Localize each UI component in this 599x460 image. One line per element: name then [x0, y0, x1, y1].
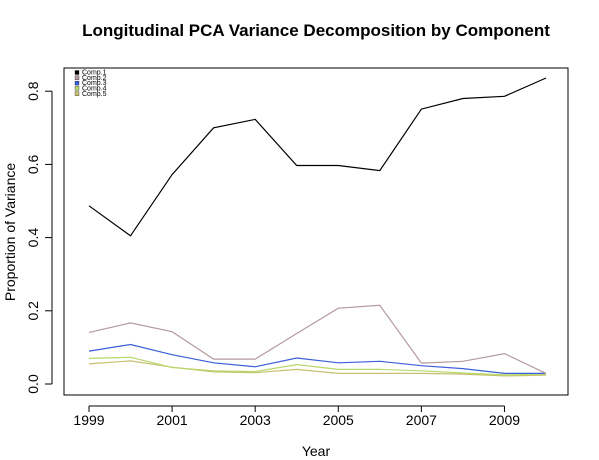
legend-label: Comp.2 — [82, 75, 107, 82]
series-line-comp-3 — [88, 343, 546, 374]
legend-label: Comp.4 — [82, 86, 107, 93]
series-line-comp-1 — [88, 77, 547, 237]
y-tick-label: 0.0 — [25, 374, 41, 394]
x-tick-label: 2001 — [157, 412, 188, 428]
series-lines — [88, 77, 547, 377]
y-axis-label: Proportion of Variance — [2, 163, 18, 301]
legend-swatch — [74, 86, 80, 91]
legend-swatch — [74, 80, 80, 86]
series-line-comp-2 — [88, 304, 547, 374]
plot-frame — [63, 67, 569, 396]
chart-title: Longitudinal PCA Variance Decomposition … — [82, 21, 550, 40]
x-tick-label: 2007 — [406, 412, 437, 428]
series-line-comp-4 — [88, 356, 547, 376]
legend-label: Comp.3 — [82, 80, 107, 87]
legend-label: Comp.5 — [82, 91, 107, 98]
x-tick-label: 1999 — [73, 412, 104, 428]
legend-swatch — [74, 75, 80, 80]
legend-label: Comp.1 — [82, 70, 107, 77]
legend-swatch — [74, 70, 80, 75]
y-tick-label: 0.4 — [25, 228, 41, 248]
x-axis: 1999 2001 2003 2005 2007 2009 — [73, 405, 520, 428]
x-tick-label: 2009 — [489, 412, 520, 428]
y-tick-label: 0.2 — [25, 301, 41, 321]
y-tick-label: 0.6 — [25, 154, 41, 174]
y-axis: 0.0 0.2 0.4 0.6 0.8 — [25, 81, 53, 394]
y-tick-label: 0.8 — [25, 81, 41, 101]
x-tick-label: 2003 — [240, 412, 271, 428]
x-tick-label: 2005 — [323, 412, 354, 428]
legend-swatch — [74, 91, 80, 96]
x-axis-label: Year — [302, 443, 331, 459]
